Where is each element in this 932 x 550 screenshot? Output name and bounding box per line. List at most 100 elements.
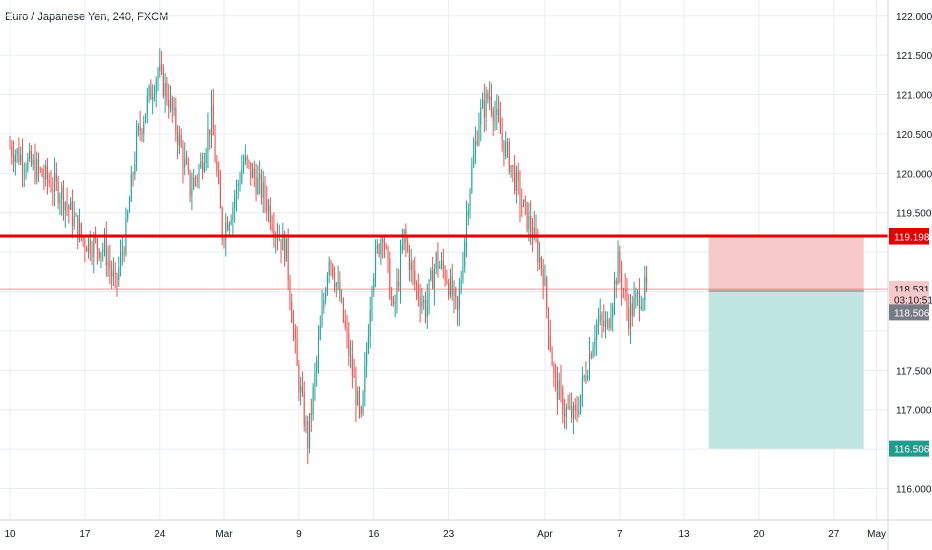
candle-body [86, 248, 88, 252]
candle-body [123, 252, 125, 254]
candle-body [39, 168, 41, 170]
candle-body [517, 171, 519, 181]
x-tick-label: Mar [215, 529, 233, 540]
x-tick-label: 13 [678, 529, 690, 540]
price-badge [889, 304, 929, 321]
candle-body [73, 216, 75, 227]
candle-body [490, 96, 492, 112]
candle-body [416, 283, 418, 286]
candle-body [635, 293, 637, 298]
candle-body [13, 155, 15, 162]
candle-body [364, 366, 366, 393]
candle-body [287, 238, 289, 280]
price-labels: 119.205119.198118.53103:10:51118.506116.… [889, 227, 932, 457]
candle-body [332, 264, 334, 277]
candle-body [533, 227, 535, 240]
candle-body [18, 149, 20, 163]
y-tick-label: 121.000 [896, 91, 932, 102]
price-badge-label: 03:10:51 [894, 295, 932, 306]
candle-body [68, 206, 70, 210]
candle-body [314, 372, 316, 387]
candle-body [316, 360, 318, 373]
candle-body [98, 249, 100, 258]
candle-body [202, 161, 204, 172]
candle-body [596, 322, 598, 340]
candle-body [407, 242, 409, 251]
y-tick-label: 120.500 [896, 130, 932, 141]
candle-body [128, 201, 131, 213]
candle-body [478, 124, 480, 145]
candle-body [437, 252, 439, 269]
candle-body [428, 279, 430, 301]
candle-body [608, 319, 610, 329]
candle-body [219, 181, 221, 209]
candle-body [626, 290, 628, 308]
candle-body [617, 252, 619, 285]
candle-body [232, 207, 234, 221]
candle-body [253, 168, 255, 178]
candle-body [435, 252, 437, 269]
candle-body [193, 178, 195, 190]
candle-body [239, 182, 241, 185]
candle-body [223, 239, 225, 241]
candle-body [284, 234, 286, 262]
candle-body [175, 107, 177, 132]
candle-body [366, 351, 368, 367]
candle-body [606, 319, 608, 321]
x-tick-label: May [867, 529, 886, 540]
x-tick-label: 17 [79, 529, 91, 540]
candle-body [473, 153, 475, 167]
candle-body [291, 302, 293, 323]
candle-body [66, 202, 68, 207]
candle-body [565, 407, 567, 417]
candle-body [521, 205, 523, 207]
candle-body [476, 140, 478, 145]
candle-body [20, 154, 22, 163]
y-tick-label: 120.000 [896, 169, 932, 180]
candle-body [514, 166, 516, 192]
candle-body [75, 215, 77, 217]
candle-body [555, 373, 557, 375]
candle-body [191, 189, 193, 197]
candle-body [546, 278, 548, 309]
candle-body [54, 173, 56, 192]
candle-body [82, 236, 84, 241]
candle-body [619, 252, 621, 274]
candle-body [57, 181, 59, 203]
candle-body [30, 150, 32, 165]
candle-body [638, 291, 640, 309]
candle-body [423, 299, 425, 303]
x-tick-label: 23 [443, 529, 455, 540]
candle-body [439, 265, 441, 269]
candle-body [457, 297, 459, 311]
x-tick-label: 24 [154, 529, 166, 540]
candle-body [162, 67, 164, 97]
candle-body [574, 405, 576, 411]
candle-body [205, 153, 207, 164]
candle-body [369, 310, 371, 337]
candle-body [173, 107, 175, 111]
candle-body [298, 365, 300, 393]
candle-body [216, 161, 218, 172]
candle-body [348, 333, 350, 356]
candle-body [203, 163, 205, 172]
candle-body [107, 261, 109, 266]
candle-body [285, 238, 287, 262]
x-tick-label: 10 [4, 529, 16, 540]
candle-body [389, 258, 391, 299]
candle-body [613, 280, 616, 307]
candle-body [562, 389, 564, 415]
candle-body [194, 178, 196, 180]
candle-body [209, 129, 211, 136]
candle-body [433, 268, 435, 290]
candle-body [164, 83, 166, 97]
candle-body [309, 413, 311, 449]
candle-body [467, 210, 469, 217]
candle-body [344, 320, 346, 328]
candle-body [544, 278, 546, 286]
candle-body [27, 157, 29, 170]
candle-body [109, 261, 111, 270]
candle-body [551, 349, 553, 367]
